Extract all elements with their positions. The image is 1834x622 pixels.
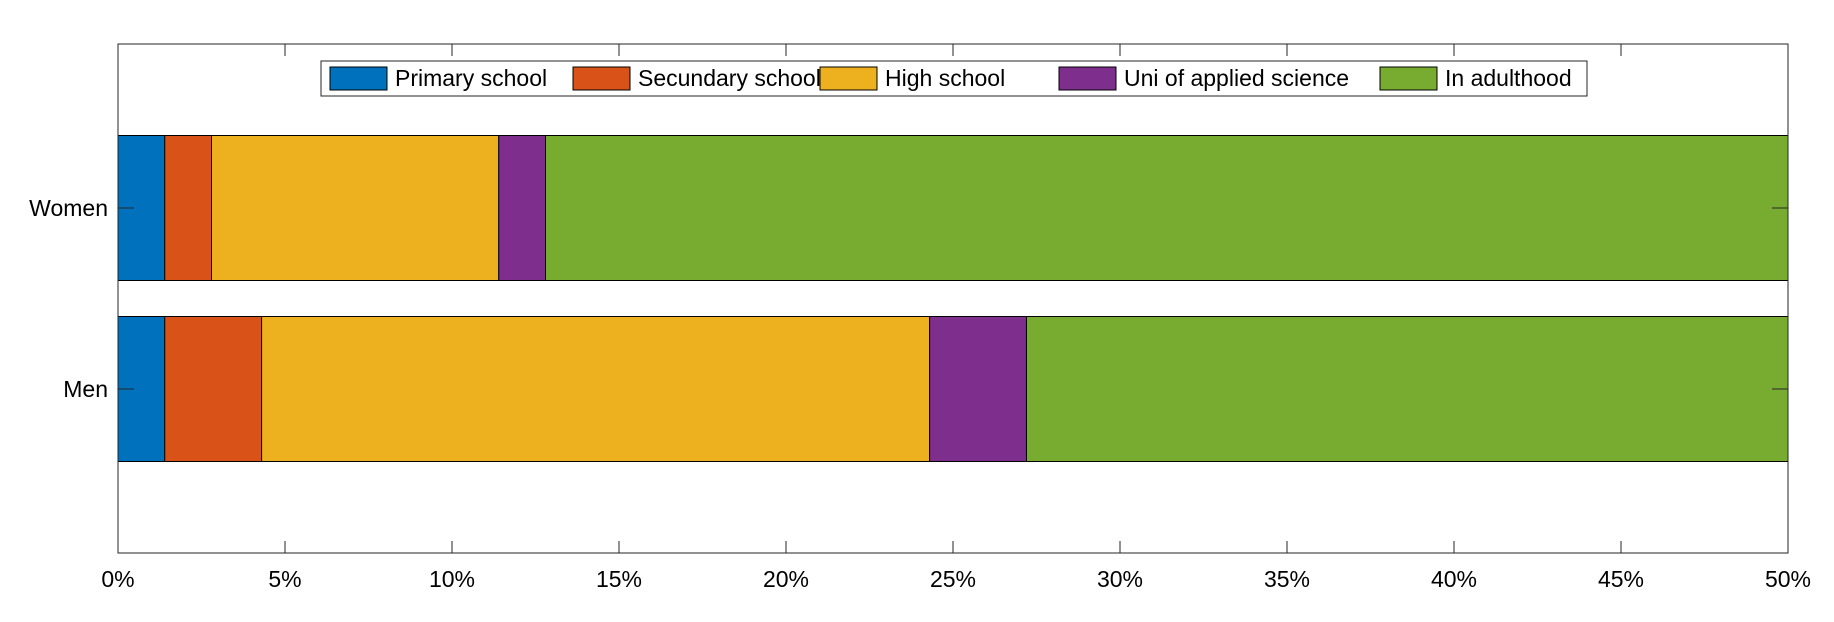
bar-women-uni-of-applied-science (498, 135, 547, 281)
legend-label-secundary-school: Secundary school (638, 65, 821, 91)
legend-box (320, 60, 1588, 97)
x-tick-label: 10% (429, 566, 475, 592)
x-tick-label: 20% (763, 566, 809, 592)
legend-swatch-primary-school (329, 66, 388, 91)
bar-men-secundary-school (164, 316, 263, 462)
x-tick-label: 45% (1598, 566, 1644, 592)
legend-swatch-secundary-school (572, 66, 631, 91)
x-tick-labels: 0% 5% 10% 15% 20% 25% 30% 35% 40% 45% 50% (101, 566, 1811, 592)
x-tick-label: 30% (1097, 566, 1143, 592)
legend-label-high-school: High school (885, 65, 1005, 91)
y-tick-labels: Women Men (29, 195, 108, 402)
bar-men-in-adulthood (1025, 316, 1789, 462)
legend: Primary school Secundary school High schoo… (320, 60, 1588, 97)
x-tick-label: 50% (1765, 566, 1811, 592)
bar-men-high-school (261, 316, 931, 462)
x-tick-label: 35% (1264, 566, 1310, 592)
bars-layer (117, 135, 1789, 462)
x-tick-label: 25% (930, 566, 976, 592)
legend-swatch-in-adulthood (1379, 66, 1438, 91)
plot-frame (117, 43, 1789, 554)
legend-label-in-adulthood: In adulthood (1445, 65, 1572, 91)
legend-swatch-uni-of-applied-science (1058, 66, 1117, 91)
y-tick-label-women: Women (29, 195, 108, 221)
x-tick-label: 40% (1431, 566, 1477, 592)
legend-label-uni-of-applied-science: Uni of applied science (1124, 65, 1349, 91)
legend-label-primary-school: Primary school (395, 65, 547, 91)
x-tick-label: 15% (596, 566, 642, 592)
bar-men-uni-of-applied-science (929, 316, 1027, 462)
bar-women-high-school (211, 135, 500, 281)
legend-swatch-high-school (819, 66, 878, 91)
bar-women-in-adulthood (545, 135, 1789, 281)
x-tick-label: 0% (101, 566, 134, 592)
bar-women-secundary-school (164, 135, 213, 281)
x-tick-label: 5% (268, 566, 301, 592)
y-tick-label-men: Men (63, 376, 108, 402)
plot-background (118, 44, 1788, 553)
